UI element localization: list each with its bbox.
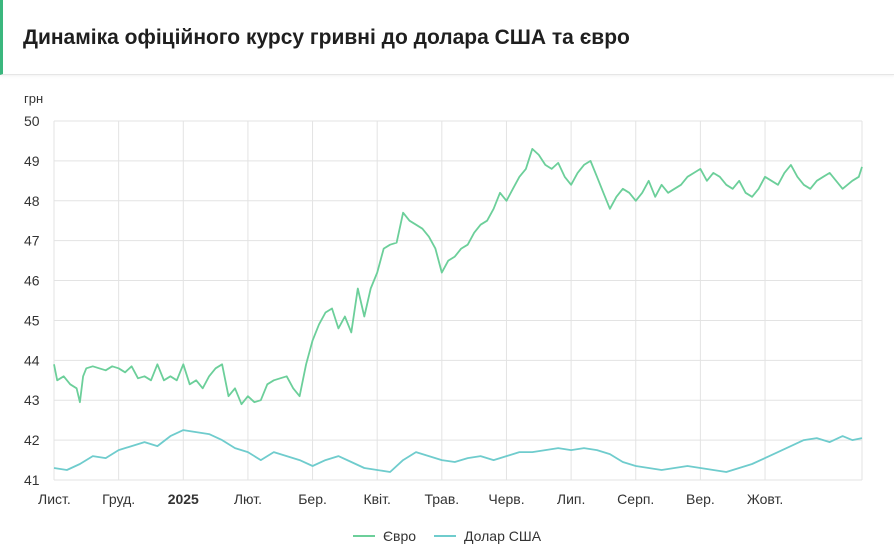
y-tick-label: 45 <box>24 312 40 328</box>
x-tick-label: Вер. <box>686 491 715 507</box>
legend-label: Долар США <box>464 528 542 544</box>
y-tick-label: 46 <box>24 273 40 289</box>
legend-item[interactable]: Долар США <box>434 528 541 544</box>
x-tick-label: Жовт. <box>747 491 783 507</box>
y-tick-label: 42 <box>24 432 40 448</box>
y-tick-label: 44 <box>24 352 40 368</box>
x-tick-label: Лист. <box>38 491 71 507</box>
y-tick-label: 47 <box>24 233 40 249</box>
legend-swatch <box>352 535 375 537</box>
chart-legend: Євро Долар США <box>0 528 894 544</box>
series-line-0 <box>53 148 863 406</box>
y-tick-label: 43 <box>24 392 40 408</box>
y-tick-label: 48 <box>24 193 40 209</box>
chart-header: Динаміка офіційного курсу гривні до дола… <box>0 0 894 75</box>
x-tick-label: Лют. <box>234 491 262 507</box>
x-tick-label: Квіт. <box>363 491 390 507</box>
legend-item[interactable]: Євро <box>352 528 417 544</box>
y-tick-label: 49 <box>24 153 40 169</box>
series-line-1 <box>53 429 863 473</box>
legend-label: Євро <box>382 528 417 544</box>
x-tick-label: Трав. <box>425 491 460 507</box>
chart-title: Динаміка офіційного курсу гривні до дола… <box>23 26 630 49</box>
x-tick-label: Груд. <box>102 491 135 507</box>
x-tick-label: Серп. <box>617 491 654 507</box>
x-tick-label: Черв. <box>488 491 524 507</box>
x-tick-label: Бер. <box>298 491 327 507</box>
y-tick-label: 41 <box>24 472 40 488</box>
y-axis-unit: грн <box>24 91 43 106</box>
y-tick-label: 50 <box>24 113 40 129</box>
x-tick-label: Лип. <box>557 491 585 507</box>
x-tick-label: 2025 <box>168 491 199 507</box>
legend-swatch <box>434 535 457 537</box>
